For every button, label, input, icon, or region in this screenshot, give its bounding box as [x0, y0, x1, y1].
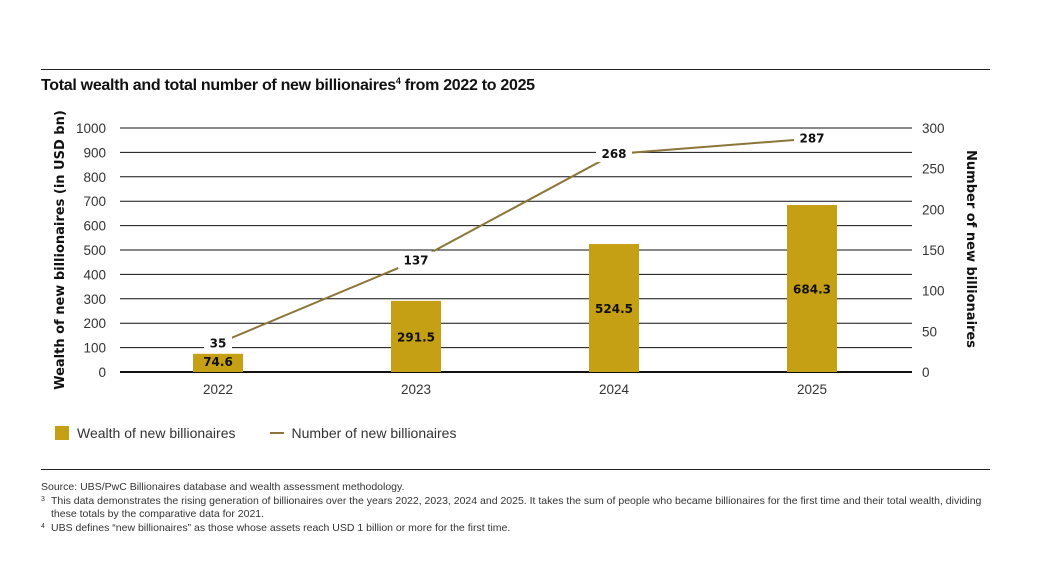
- line-point-label-bg: [398, 251, 434, 269]
- x-tick-label: 2025: [797, 382, 827, 397]
- gridlines: [120, 127, 912, 373]
- chart-title-text: Total wealth and total number of new bil…: [41, 77, 396, 94]
- chart-title: Total wealth and total number of new bil…: [41, 76, 535, 95]
- legend-label-number: Number of new billionaires: [291, 425, 457, 441]
- legend: Wealth of new billionaires Number of new…: [55, 425, 490, 441]
- line-path: [217, 137, 813, 345]
- footnote-4: 4 UBS defines “new billionaires” as those…: [41, 522, 1001, 536]
- left-axis-ticks: 0 100 200 300 400 500 600 700 800 900 1000: [76, 121, 106, 380]
- left-tick-label: 0: [98, 365, 106, 380]
- source-note: Source: UBS/PwC Billionaires database an…: [41, 481, 405, 493]
- bar: [589, 244, 639, 372]
- left-tick-label: 700: [83, 194, 106, 209]
- left-axis-title: Wealth of new billionaires (in USD bn): [53, 110, 68, 390]
- left-tick-label: 500: [83, 243, 106, 258]
- left-tick-label: 1000: [76, 121, 106, 136]
- bar-value-label: 524.5: [595, 302, 633, 316]
- right-tick-label: 0: [922, 365, 930, 380]
- footnote-3-text: This data demonstrates the rising genera…: [51, 494, 982, 521]
- left-tick-label: 900: [83, 145, 106, 160]
- legend-line-swatch: [269, 432, 284, 434]
- left-tick-label: 800: [83, 170, 106, 185]
- line-point-label: 268: [601, 147, 626, 161]
- right-axis-title: Number of new billionaires: [963, 150, 978, 348]
- legend-item-wealth: Wealth of new billionaires: [55, 425, 236, 441]
- line-point-label: 287: [799, 132, 824, 146]
- line-point-label-bg: [794, 129, 830, 147]
- x-tick-label: 2022: [203, 382, 233, 397]
- chart-title-suffix: from 2022 to 2025: [400, 77, 535, 94]
- x-tick-label: 2024: [599, 382, 630, 397]
- right-tick-label: 300: [922, 121, 945, 136]
- right-tick-label: 150: [922, 243, 945, 258]
- line-series: 35 137 268 287: [204, 129, 830, 352]
- footnotes: Source: UBS/PwC Billionaires database an…: [41, 481, 1001, 535]
- left-tick-label: 200: [83, 316, 106, 331]
- line-point-label: 137: [403, 254, 428, 268]
- right-tick-label: 50: [922, 324, 937, 339]
- line-point-label: 35: [210, 337, 227, 351]
- right-tick-label: 100: [922, 284, 945, 299]
- bar-value-label: 74.6: [203, 355, 233, 369]
- footnote-3-mark: 3: [41, 495, 45, 503]
- bar-value-label: 291.5: [397, 330, 435, 344]
- footnote-4-mark: 4: [41, 522, 45, 530]
- left-tick-label: 600: [83, 219, 106, 234]
- bar-value-label: 684.3: [793, 283, 831, 297]
- bar: [193, 353, 243, 372]
- legend-label-wealth: Wealth of new billionaires: [77, 425, 236, 441]
- chart-title-footnote-mark: 4: [395, 76, 401, 86]
- line-point-label-bg: [204, 334, 232, 352]
- bar: [787, 205, 837, 372]
- top-rule: [41, 69, 990, 70]
- x-axis-ticks: 2022 2023 2024 2025: [203, 382, 827, 397]
- right-tick-label: 200: [922, 202, 945, 217]
- footnote-3: 3 This data demonstrates the rising gener…: [41, 495, 1001, 522]
- left-tick-label: 400: [83, 267, 106, 282]
- right-tick-label: 250: [922, 162, 945, 177]
- x-tick-label: 2023: [401, 382, 431, 397]
- bottom-rule: [41, 469, 990, 470]
- legend-bar-swatch: [55, 426, 69, 440]
- combo-chart: 74.6 291.5 524.5 684.3 35 137 268 287 0 100 200 3…: [53, 110, 978, 397]
- footnote-4-text: UBS defines “new billionaires” as those …: [51, 521, 511, 534]
- left-tick-label: 300: [83, 292, 106, 307]
- legend-item-number: Number of new billionaires: [269, 425, 457, 441]
- bar-series: 74.6 291.5 524.5 684.3: [193, 205, 837, 372]
- left-tick-label: 100: [83, 341, 106, 356]
- right-axis-ticks: 0 50 100 150 200 250 300: [922, 121, 945, 380]
- bar: [391, 300, 441, 372]
- line-point-label-bg: [596, 145, 632, 163]
